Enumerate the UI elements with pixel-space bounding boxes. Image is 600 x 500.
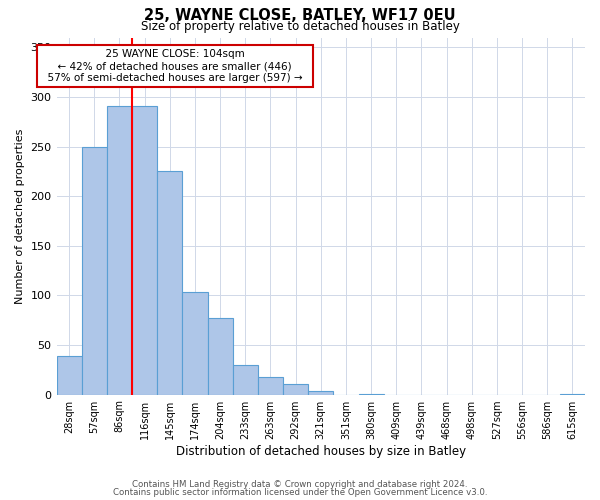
Bar [283,384,308,394]
Text: Contains public sector information licensed under the Open Government Licence v3: Contains public sector information licen… [113,488,487,497]
Bar [56,356,82,395]
Bar [233,365,258,394]
Bar [308,390,334,394]
X-axis label: Distribution of detached houses by size in Batley: Distribution of detached houses by size … [176,444,466,458]
Bar [182,292,208,394]
Bar [208,318,233,394]
Bar [107,106,132,395]
Text: 25, WAYNE CLOSE, BATLEY, WF17 0EU: 25, WAYNE CLOSE, BATLEY, WF17 0EU [144,8,456,22]
Bar [82,146,107,394]
Bar [132,106,157,395]
Bar [157,172,182,394]
Y-axis label: Number of detached properties: Number of detached properties [15,128,25,304]
Text: Contains HM Land Registry data © Crown copyright and database right 2024.: Contains HM Land Registry data © Crown c… [132,480,468,489]
Bar [258,376,283,394]
Text: Size of property relative to detached houses in Batley: Size of property relative to detached ho… [140,20,460,33]
Text: 25 WAYNE CLOSE: 104sqm  
  ← 42% of detached houses are smaller (446)  
  57% of: 25 WAYNE CLOSE: 104sqm ← 42% of detached… [41,50,309,82]
